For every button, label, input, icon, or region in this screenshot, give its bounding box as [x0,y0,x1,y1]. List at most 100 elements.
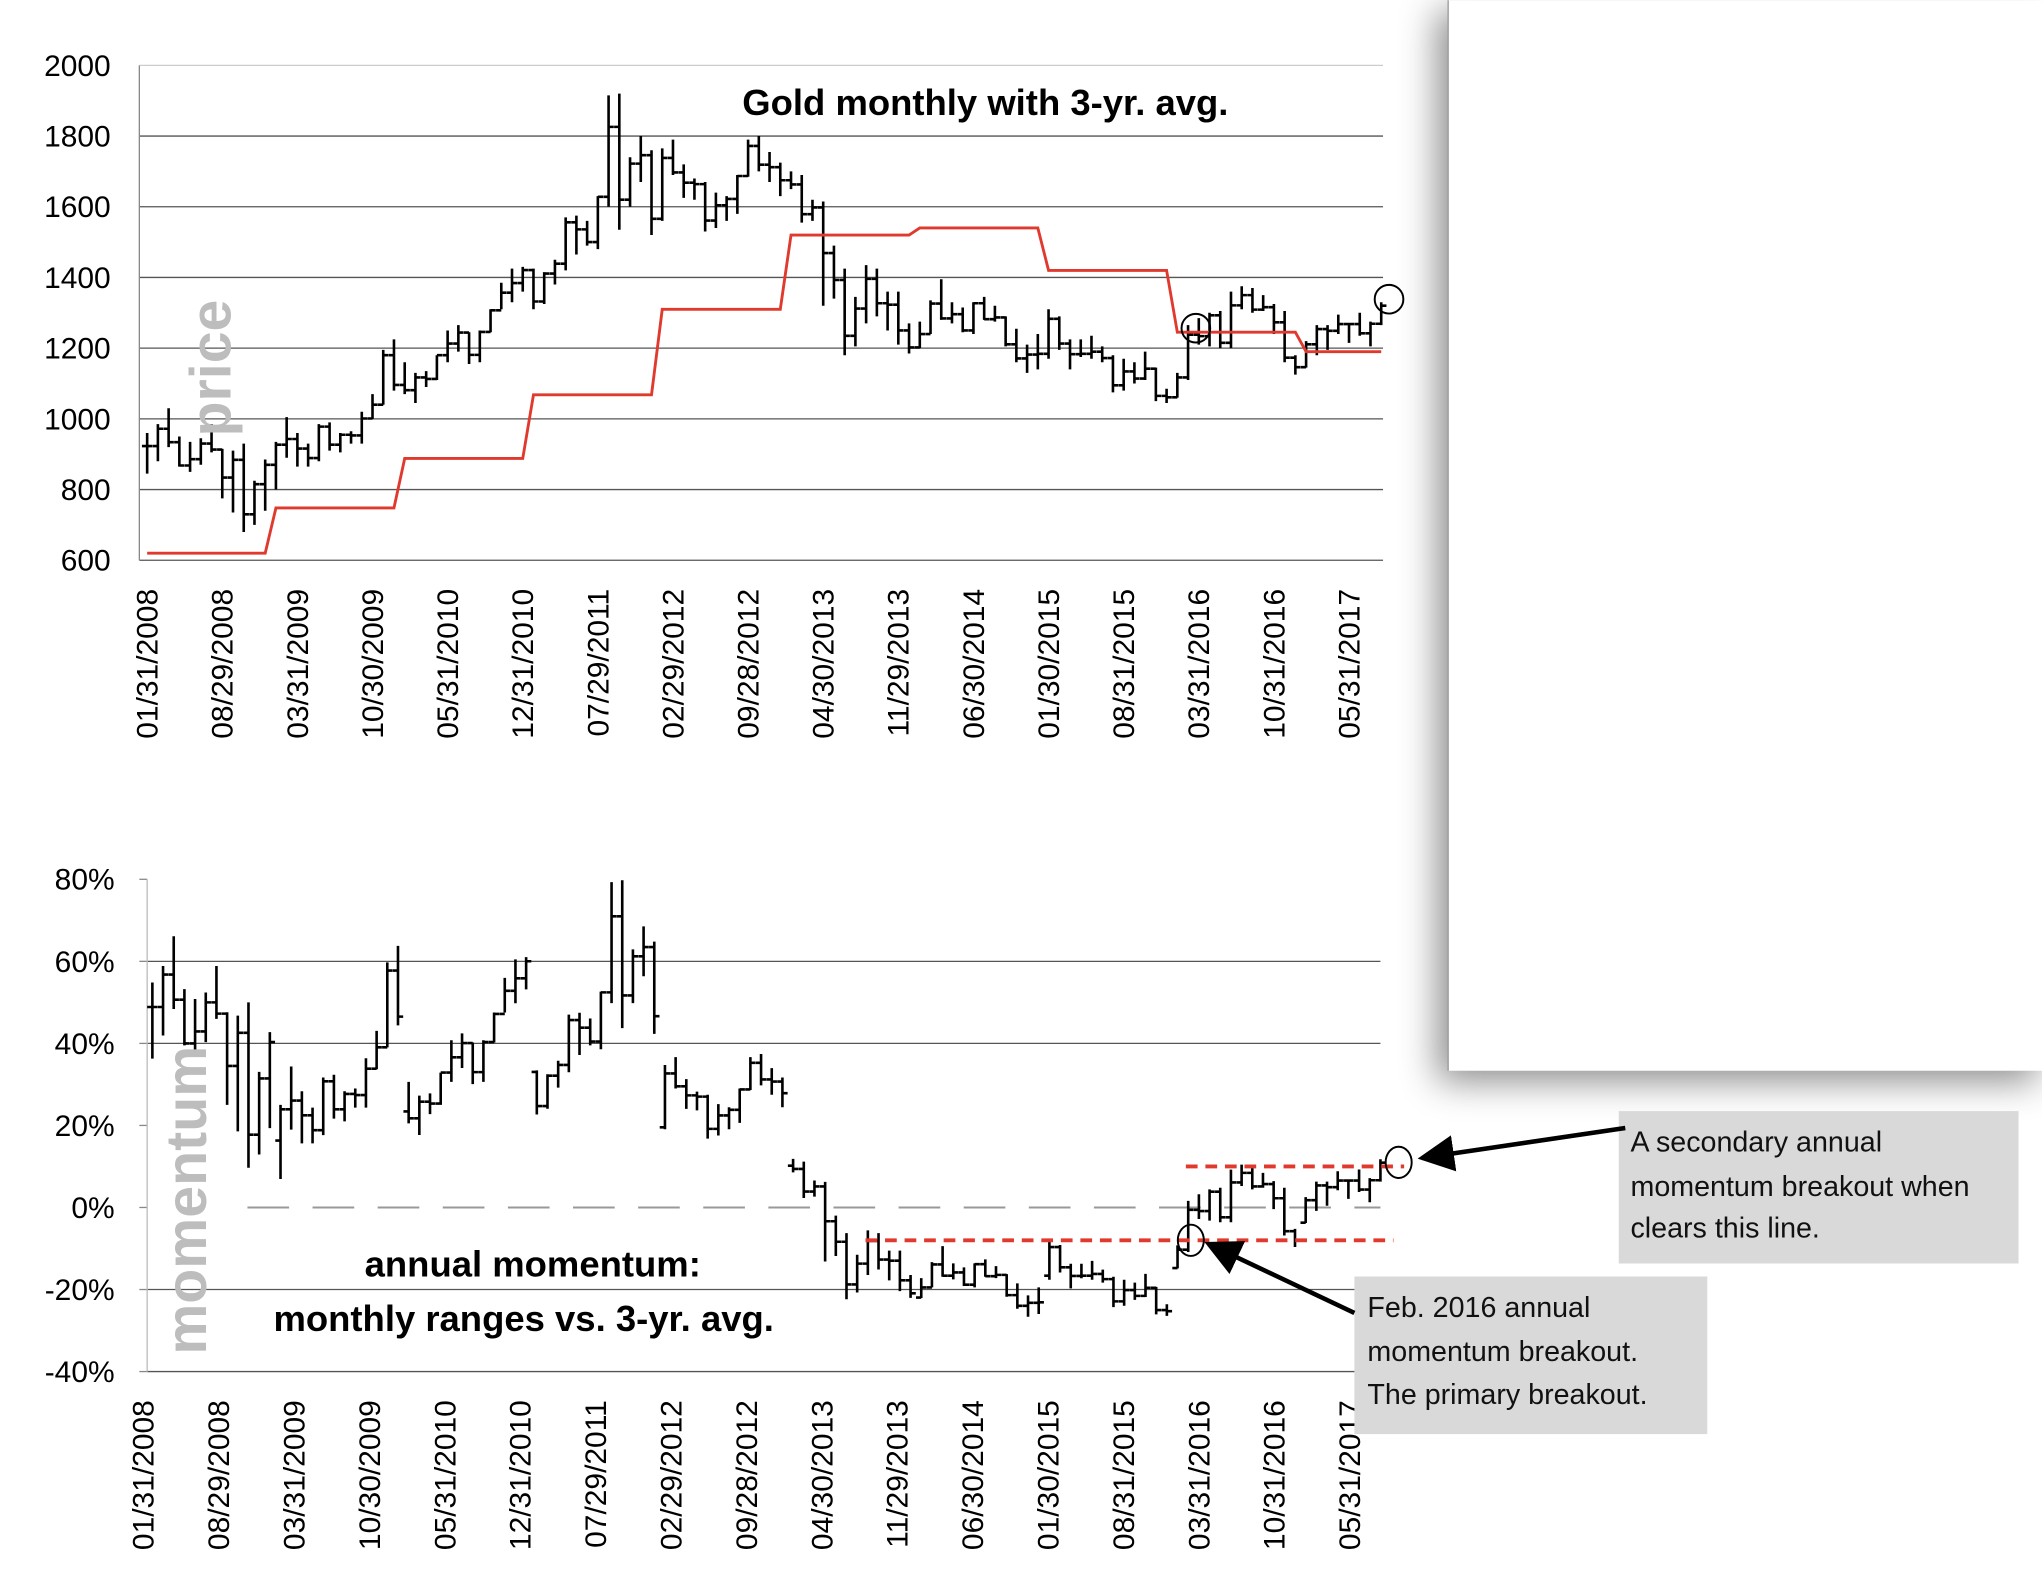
momentum-watermark: momentum [155,1046,219,1355]
momentum-bar [926,1262,938,1289]
x-tick-label: 01/31/2008 [132,589,165,739]
momentum-bar [435,1071,446,1105]
price-bar [1075,339,1086,357]
momentum-bar [542,1074,553,1109]
price-bar [1225,291,1237,349]
momentum-bar [488,1012,500,1044]
momentum-bar [1172,1245,1183,1270]
price-bar [689,178,700,200]
x-tick-label: 12/31/2010 [507,589,540,739]
price-bar [335,432,346,453]
price-bar [796,174,807,223]
price-bar [828,245,840,299]
x-tick-label: 01/31/2008 [128,1400,161,1550]
price-bar [324,422,335,451]
breakout-circle [1180,312,1212,344]
momentum-bar [798,1161,809,1199]
momentum-bar [296,1091,308,1144]
momentum-bar [1279,1187,1290,1236]
price-bar [1268,303,1280,335]
momentum-bar [1236,1164,1247,1187]
momentum-bar [894,1250,906,1292]
momentum-bar [584,1018,596,1046]
price-bar [302,443,314,467]
momentum-bar [1375,1159,1386,1182]
price-bar [206,424,217,453]
price-bar [946,302,958,324]
momentum-bar [275,1104,286,1179]
x-tick-label: 07/29/2011 [580,1400,613,1548]
price-bar [721,196,732,221]
price-bar [871,268,883,317]
momentum-bar [1268,1181,1279,1210]
breakout-circle [1176,1223,1205,1257]
price-bar [453,325,464,352]
price-bar [925,300,936,336]
price-bar [345,431,357,444]
momentum-bar [147,982,158,1059]
annotation-secondary: A secondary annual momentum breakout whe… [1618,1111,2019,1264]
x-tick-label: 06/30/2014 [958,589,991,739]
price-bar [528,268,539,310]
x-tick-label: 01/30/2015 [1033,589,1066,739]
price-bar [174,436,185,467]
x-tick-label: 05/31/2017 [1333,589,1366,739]
y-tick-label: 1200 [44,333,111,366]
price-bar [1279,311,1290,363]
momentum-bar [1204,1189,1215,1221]
y-tick-label: 40% [55,1028,115,1061]
price-bar [431,353,443,381]
price-bar [270,441,282,490]
price-bar [560,217,571,271]
y-tick-label: 600 [61,545,111,578]
price-bar [1354,312,1365,336]
momentum-bar [1150,1286,1162,1315]
momentum-bar [745,1057,756,1091]
price-bar [732,174,743,214]
momentum-bar [221,1012,233,1105]
price-bar [1150,367,1162,402]
x-tick-label: 09/28/2012 [733,589,766,739]
momentum-bar [905,1274,916,1298]
momentum-bar [883,1250,895,1281]
y-tick-label: 1600 [44,191,111,224]
momentum-bar [937,1246,948,1277]
momentum-bar [1300,1197,1311,1224]
momentum-bar [211,965,222,1019]
momentum-bar [510,959,521,1004]
price-bar [1300,341,1312,369]
momentum-bar [1353,1169,1365,1192]
momentum-bar [563,1014,575,1073]
price-bar [581,220,593,246]
price-bar [249,480,260,525]
price-bar [592,195,604,250]
y-tick-label: 1000 [44,403,111,436]
price-bar [850,296,861,347]
momentum-bar [200,992,211,1043]
momentum-bar [339,1091,350,1122]
annotation-text: The primary breakout. [1367,1379,1647,1411]
x-tick-label: 10/31/2016 [1259,1400,1292,1550]
price-bar [420,371,432,388]
x-tick-label: 05/31/2010 [429,1400,462,1550]
momentum-bar [1364,1178,1375,1203]
momentum-bar [446,1040,457,1082]
momentum-bar [916,1278,927,1299]
price-bar [936,279,947,320]
momentum-bar [691,1091,703,1111]
price-bar [699,182,711,232]
momentum-bar [531,1070,543,1115]
annotation-text: clears this line. [1630,1212,1819,1244]
price-bar [678,164,689,198]
price-bar [538,272,550,304]
x-tick-label: 08/31/2015 [1108,1400,1141,1550]
price-bar [292,432,303,467]
price-bar [356,411,367,444]
price-bar [227,450,239,513]
three-year-avg-line [147,226,1382,555]
momentum-bar [638,926,649,977]
price-bar [1333,314,1344,335]
annotation-text: A secondary annual [1630,1126,1882,1158]
momentum-bar [755,1054,767,1086]
price-bar [141,432,153,474]
